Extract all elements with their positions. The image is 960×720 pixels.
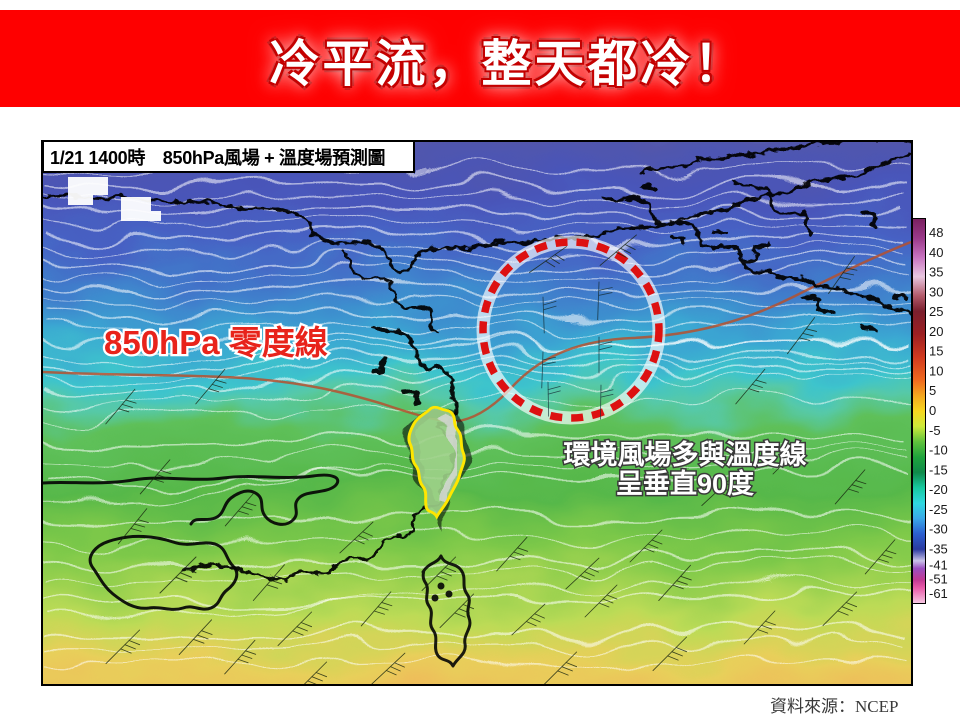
svg-text:-51: -51 bbox=[929, 572, 948, 587]
svg-text:35: 35 bbox=[929, 265, 943, 280]
svg-text:15: 15 bbox=[929, 344, 943, 359]
svg-text:-61: -61 bbox=[929, 586, 948, 601]
svg-text:-15: -15 bbox=[929, 462, 948, 477]
svg-text:-10: -10 bbox=[929, 443, 948, 458]
svg-text:0: 0 bbox=[929, 403, 936, 418]
svg-text:-30: -30 bbox=[929, 522, 948, 537]
svg-text:850hPa 零度線: 850hPa 零度線 bbox=[104, 324, 328, 361]
svg-text:-41: -41 bbox=[929, 558, 948, 573]
svg-text:40: 40 bbox=[929, 245, 943, 260]
svg-text:-35: -35 bbox=[929, 542, 948, 557]
svg-text:5: 5 bbox=[929, 383, 936, 398]
svg-text:25: 25 bbox=[929, 304, 943, 319]
svg-text:30: 30 bbox=[929, 284, 943, 299]
svg-text:-25: -25 bbox=[929, 502, 948, 517]
svg-text:環境風場多與溫度線: 環境風場多與溫度線 bbox=[564, 439, 807, 470]
svg-text:20: 20 bbox=[929, 324, 943, 339]
svg-text:-5: -5 bbox=[929, 423, 941, 438]
svg-text:呈垂直90度: 呈垂直90度 bbox=[616, 468, 754, 499]
svg-text:48: 48 bbox=[929, 225, 943, 240]
svg-text:10: 10 bbox=[929, 364, 943, 379]
svg-text:-20: -20 bbox=[929, 482, 948, 497]
